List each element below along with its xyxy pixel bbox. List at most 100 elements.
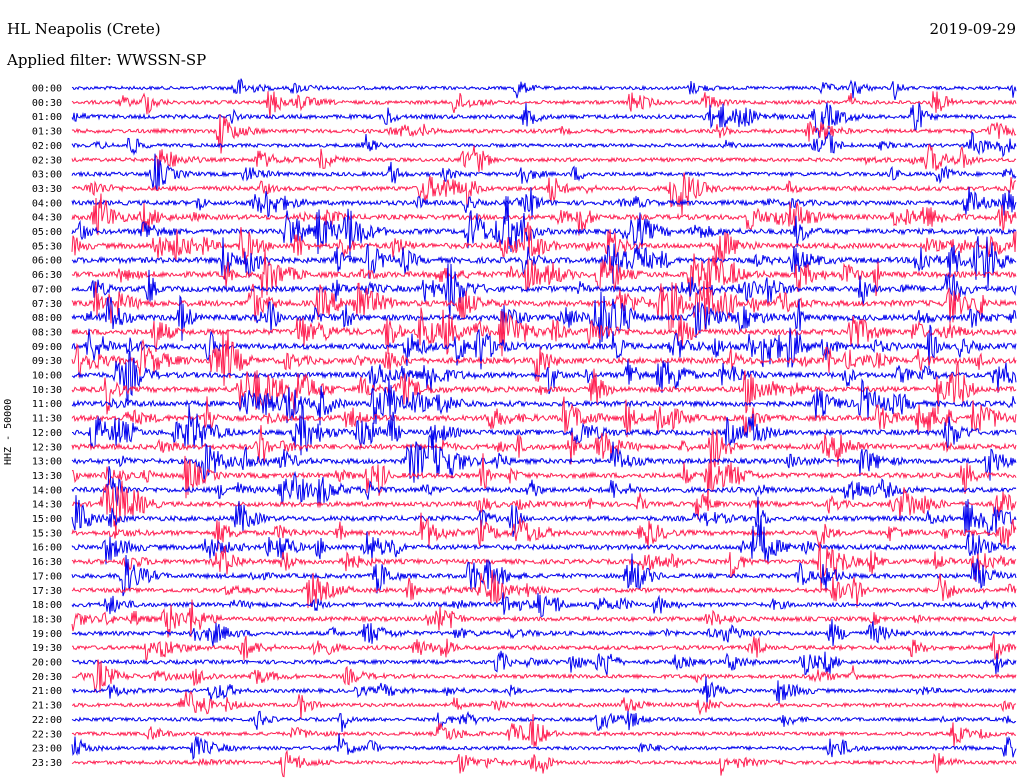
seismic-trace	[71, 78, 1017, 101]
seismic-trace	[71, 196, 1017, 258]
row-time-label: 22:00	[32, 715, 62, 726]
seismic-trace	[71, 495, 1017, 538]
seismic-trace	[71, 553, 1017, 597]
seismic-trace	[71, 650, 1017, 676]
seismic-trace	[72, 690, 1017, 720]
row-time-label: 03:00	[32, 170, 62, 181]
row-time-label: 04:00	[32, 198, 62, 209]
seismic-trace	[71, 710, 1017, 732]
seismic-trace	[71, 465, 1017, 506]
row-time-label: 21:00	[32, 686, 62, 697]
station-title: HL Neapolis (Crete)	[7, 20, 161, 38]
seismic-trace	[71, 515, 1017, 565]
row-time-label: 22:30	[32, 729, 62, 740]
row-time-label: 15:00	[32, 514, 62, 525]
row-time-label: 16:00	[32, 543, 62, 554]
row-time-label: 17:30	[32, 586, 62, 597]
seismic-trace	[71, 172, 1017, 216]
seismic-trace	[71, 570, 1017, 609]
seismic-trace	[71, 619, 1016, 647]
row-time-label: 12:30	[32, 442, 62, 453]
seismic-trace	[71, 236, 1017, 289]
seismic-trace	[71, 351, 1017, 403]
seismic-trace	[71, 143, 1017, 176]
seismic-trace	[71, 307, 1017, 357]
seismic-trace	[71, 396, 1017, 438]
seismic-trace	[71, 329, 1017, 386]
row-time-label: 18:30	[32, 614, 62, 625]
seismic-trace	[71, 291, 1017, 349]
row-time-label: 01:00	[32, 112, 62, 123]
row-time-label: 03:30	[32, 184, 62, 195]
row-time-label: 14:30	[32, 500, 62, 511]
row-time-label: 10:00	[32, 371, 62, 382]
row-time-label: 11:30	[32, 414, 62, 425]
seismic-trace	[71, 186, 1017, 220]
filter-label: Applied filter: WWSSN-SP	[7, 51, 207, 69]
seismic-trace	[71, 102, 1017, 140]
seismic-trace	[71, 714, 1017, 747]
seismic-trace	[71, 733, 1017, 761]
seismic-trace	[71, 480, 1017, 536]
seismic-trace	[71, 512, 1017, 552]
row-time-label: 01:30	[32, 127, 62, 138]
seismic-trace	[71, 361, 1017, 415]
row-time-label: 02:30	[32, 155, 62, 166]
row-time-label: 08:30	[32, 327, 62, 338]
seismic-trace	[71, 249, 1017, 303]
seismic-trace	[71, 221, 1017, 269]
seismic-trace	[71, 453, 1017, 503]
seismic-trace	[71, 676, 1017, 706]
seismic-trace	[71, 193, 1017, 236]
seismic-trace	[71, 592, 1017, 617]
row-time-label: 05:00	[32, 227, 62, 238]
row-time-label: 09:30	[32, 356, 62, 367]
row-time-label: 08:00	[32, 313, 62, 324]
row-time-label: 16:30	[32, 557, 62, 568]
row-time-label: 12:00	[32, 428, 62, 439]
seismic-trace	[71, 263, 1017, 317]
row-time-label: 13:00	[32, 457, 62, 468]
row-time-label: 20:00	[32, 658, 62, 669]
row-time-label: 10:30	[32, 385, 62, 396]
row-time-label: 21:30	[32, 701, 62, 712]
seismic-trace	[71, 114, 1017, 154]
row-time-label: 20:30	[32, 672, 62, 683]
row-time-label: 14:00	[32, 485, 62, 496]
row-time-label: 02:00	[32, 141, 62, 152]
row-time-label: 09:00	[32, 342, 62, 353]
row-time-label: 04:30	[32, 213, 62, 224]
row-time-label: 05:30	[32, 241, 62, 252]
seismic-trace	[71, 541, 1017, 591]
row-time-label: 18:00	[32, 600, 62, 611]
date-label: 2019-09-29	[929, 20, 1016, 38]
row-time-label: 00:30	[32, 98, 62, 109]
seismic-trace	[71, 633, 1017, 663]
seismic-trace	[71, 599, 1017, 638]
row-time-label: 13:30	[32, 471, 62, 482]
row-time-label: 23:30	[32, 758, 62, 769]
seismic-trace	[71, 749, 1017, 778]
row-time-label: 23:00	[32, 744, 62, 755]
seismic-trace	[71, 91, 1017, 119]
row-time-label: 00:00	[32, 84, 62, 95]
row-time-label: 17:00	[32, 571, 62, 582]
row-time-label: 07:00	[32, 284, 62, 295]
seismic-trace	[71, 280, 1017, 334]
seismic-trace	[71, 659, 1017, 693]
row-time-label: 07:30	[32, 299, 62, 310]
seismic-trace	[71, 153, 1017, 191]
seismic-trace	[71, 433, 1017, 483]
seismic-trace	[71, 378, 1017, 426]
row-time-label: 15:30	[32, 528, 62, 539]
row-time-label: 06:30	[32, 270, 62, 281]
row-time-label: 06:00	[32, 256, 62, 267]
seismic-trace	[72, 404, 1017, 456]
row-time-label: 19:30	[32, 643, 62, 654]
seismic-trace	[71, 425, 1017, 469]
seismic-trace	[71, 130, 1017, 158]
row-time-label: 11:00	[32, 399, 62, 410]
row-time-label: 19:00	[32, 629, 62, 640]
seismic-trace	[71, 324, 1017, 370]
